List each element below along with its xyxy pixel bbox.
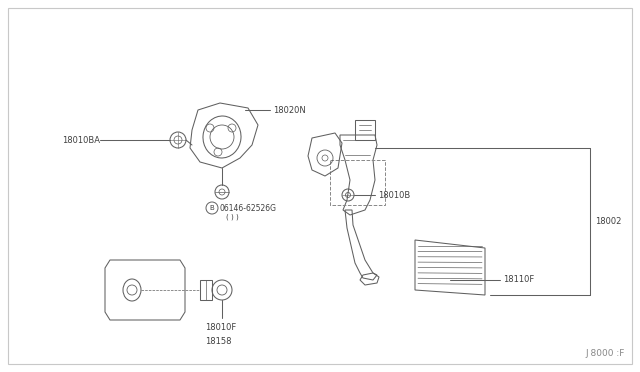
Text: 18010B: 18010B (378, 190, 410, 199)
Text: J 8000 :F: J 8000 :F (586, 349, 625, 358)
Text: 18002: 18002 (595, 217, 621, 225)
Text: 06146-62526G: 06146-62526G (220, 203, 277, 212)
Text: B: B (210, 205, 214, 211)
Text: ( ) ): ( ) ) (226, 214, 239, 220)
Text: 18110F: 18110F (503, 276, 534, 285)
Text: 18010BA: 18010BA (62, 135, 100, 144)
Text: 18010F: 18010F (205, 324, 236, 333)
Text: 18020N: 18020N (273, 106, 306, 115)
Text: 18158: 18158 (205, 337, 232, 346)
